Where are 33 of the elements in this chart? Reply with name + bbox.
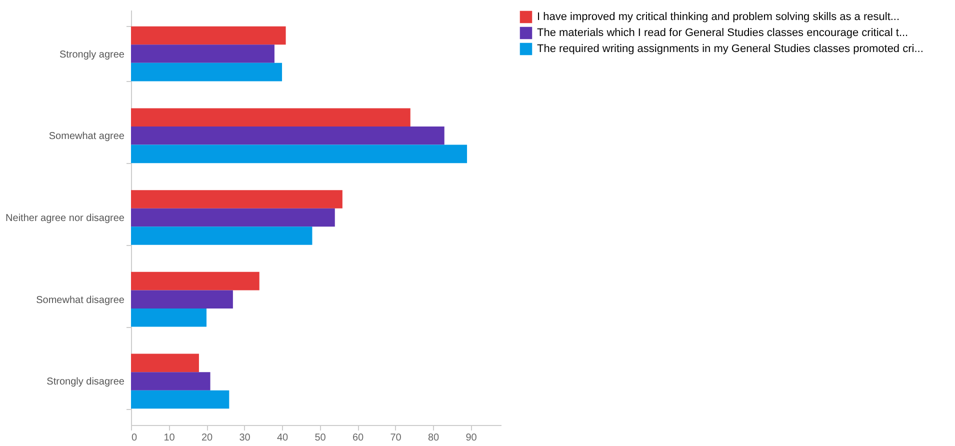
y-tick-label: Strongly agree <box>59 49 125 60</box>
x-tick-label: 90 <box>466 432 478 444</box>
bar <box>131 354 199 372</box>
y-tick-label: Somewhat disagree <box>36 294 125 306</box>
bar <box>131 44 274 63</box>
x-tick-label: 10 <box>164 432 176 444</box>
legend-label: I have improved my critical thinking and problem solving skills as a result... <box>537 11 900 23</box>
y-tick-label: Strongly disagree <box>46 376 125 388</box>
bar <box>131 208 335 227</box>
x-tick-label: 20 <box>201 432 214 444</box>
x-tick-label: 70 <box>390 432 402 444</box>
bar <box>131 190 342 208</box>
bar <box>131 144 468 164</box>
bar <box>131 26 286 45</box>
y-tick-label: Neither agree nor disagree <box>6 213 125 224</box>
legend-label: The materials which I read for General Studies classes encourage critical t... <box>537 27 908 39</box>
bar <box>131 372 210 390</box>
bar <box>131 390 230 409</box>
bar <box>131 126 444 145</box>
bar <box>131 108 410 127</box>
x-tick-label: 30 <box>239 432 251 444</box>
x-tick-label: 0 <box>132 432 138 444</box>
bar <box>131 62 282 82</box>
x-tick-label: 50 <box>314 432 326 444</box>
y-tick-label: Somewhat agree <box>48 131 125 142</box>
x-tick-label: 80 <box>428 432 440 444</box>
bar <box>131 272 260 290</box>
bar <box>131 226 312 245</box>
bar <box>131 290 233 308</box>
x-tick-label: 60 <box>352 432 364 444</box>
bar <box>131 308 207 327</box>
x-tick-label: 40 <box>276 432 289 444</box>
legend-label: The required writing assignments in my General Studies classes promoted cri... <box>537 43 924 55</box>
